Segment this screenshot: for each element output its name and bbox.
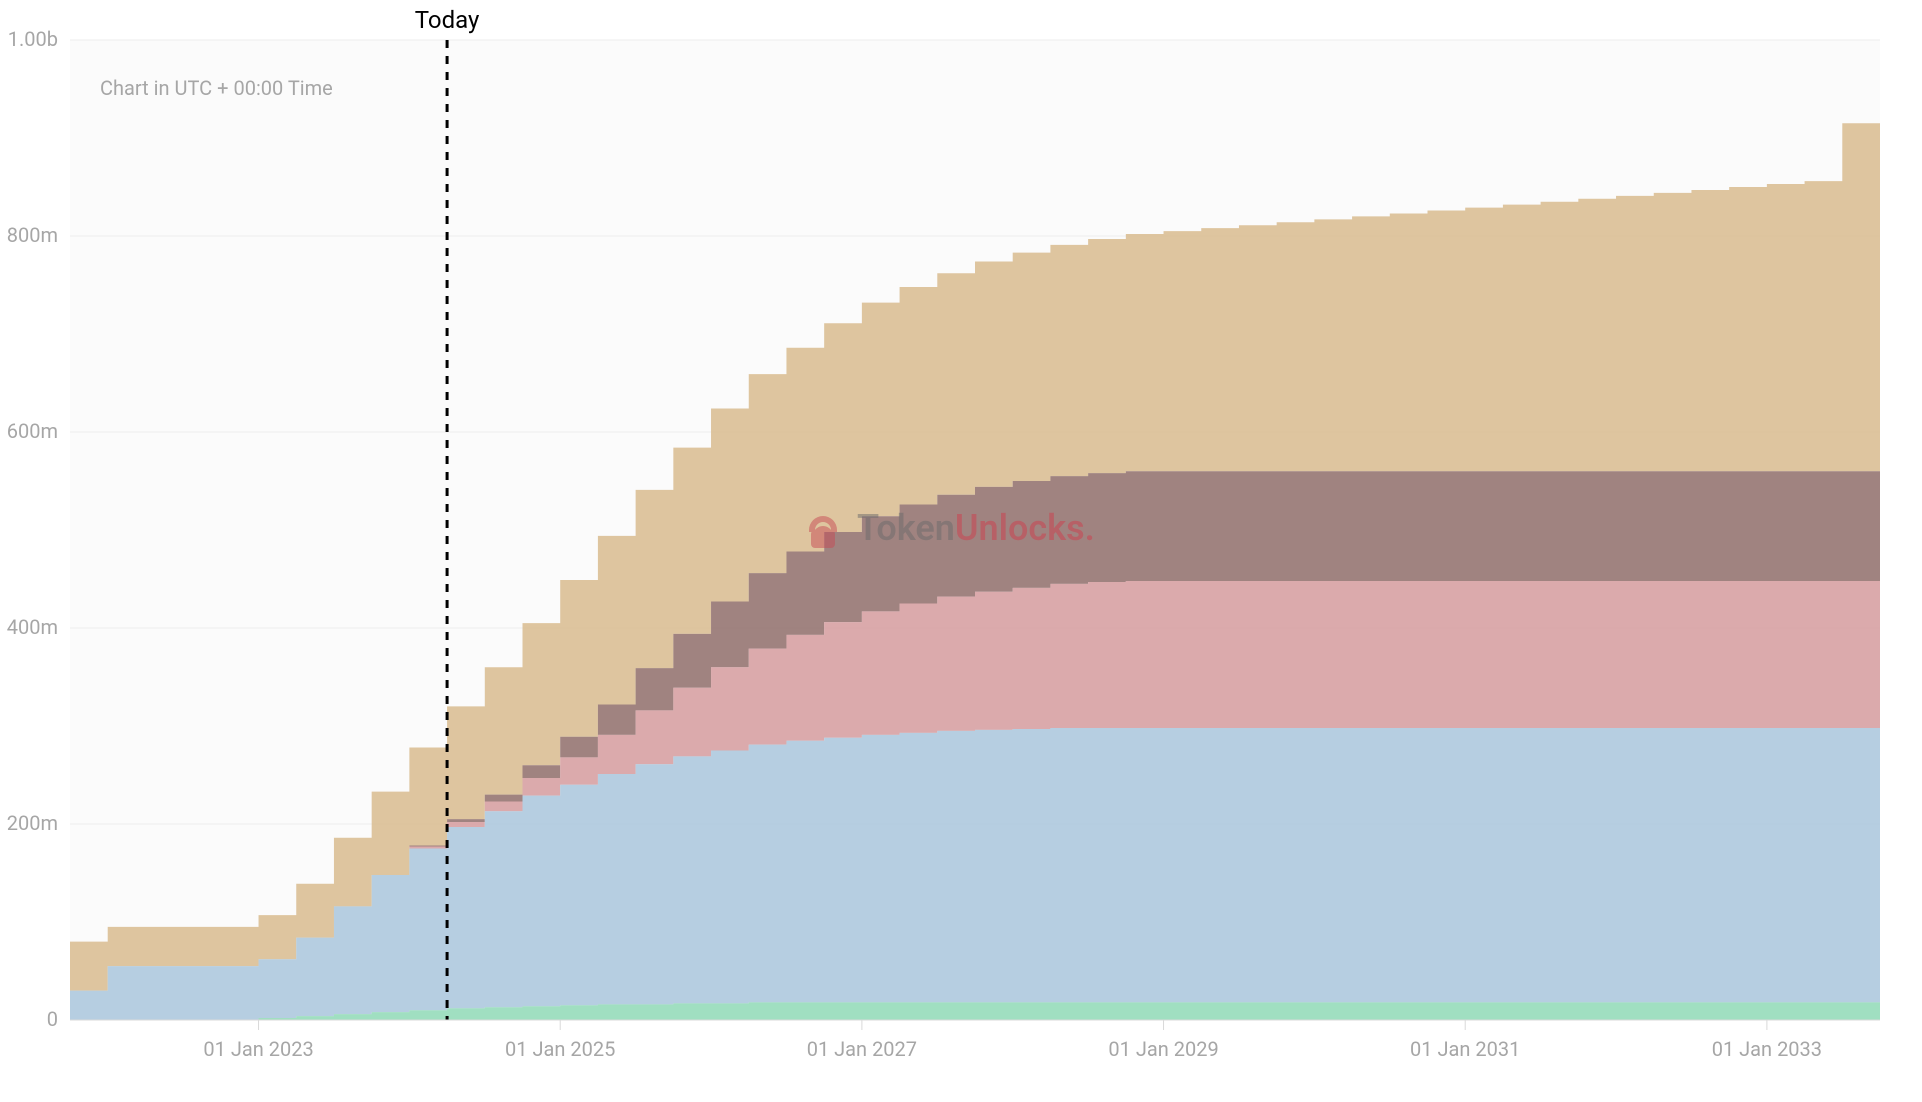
y-tick-label: 800m <box>7 223 58 247</box>
chart-container: TokenUnlocks. Today 0 200m 400m 600m 800m 1.00b… <box>0 0 1922 1102</box>
watermark-text: TokenUnlocks. <box>857 507 1095 549</box>
y-tick-label: 1.00b <box>8 27 58 51</box>
x-tick-label: 01 Jan 2025 <box>505 1037 615 1061</box>
today-label: Today <box>415 6 480 34</box>
x-tick-label: 01 Jan 2027 <box>807 1037 917 1061</box>
x-tick-label: 01 Jan 2029 <box>1108 1037 1218 1061</box>
x-tick-label: 01 Jan 2023 <box>203 1037 313 1061</box>
y-tick-label: 0 <box>47 1007 58 1031</box>
x-tick-label: 01 Jan 2031 <box>1410 1037 1520 1061</box>
watermark-icon <box>809 516 837 548</box>
chart-svg: TokenUnlocks. Today 0 200m 400m 600m 800m 1.00b… <box>0 0 1922 1102</box>
y-tick-label: 400m <box>7 615 58 639</box>
chart-subtitle: Chart in UTC + 00:00 Time <box>100 76 333 100</box>
y-tick-label: 600m <box>7 419 58 443</box>
x-tick-label: 01 Jan 2033 <box>1712 1037 1822 1061</box>
y-tick-label: 200m <box>7 811 58 835</box>
